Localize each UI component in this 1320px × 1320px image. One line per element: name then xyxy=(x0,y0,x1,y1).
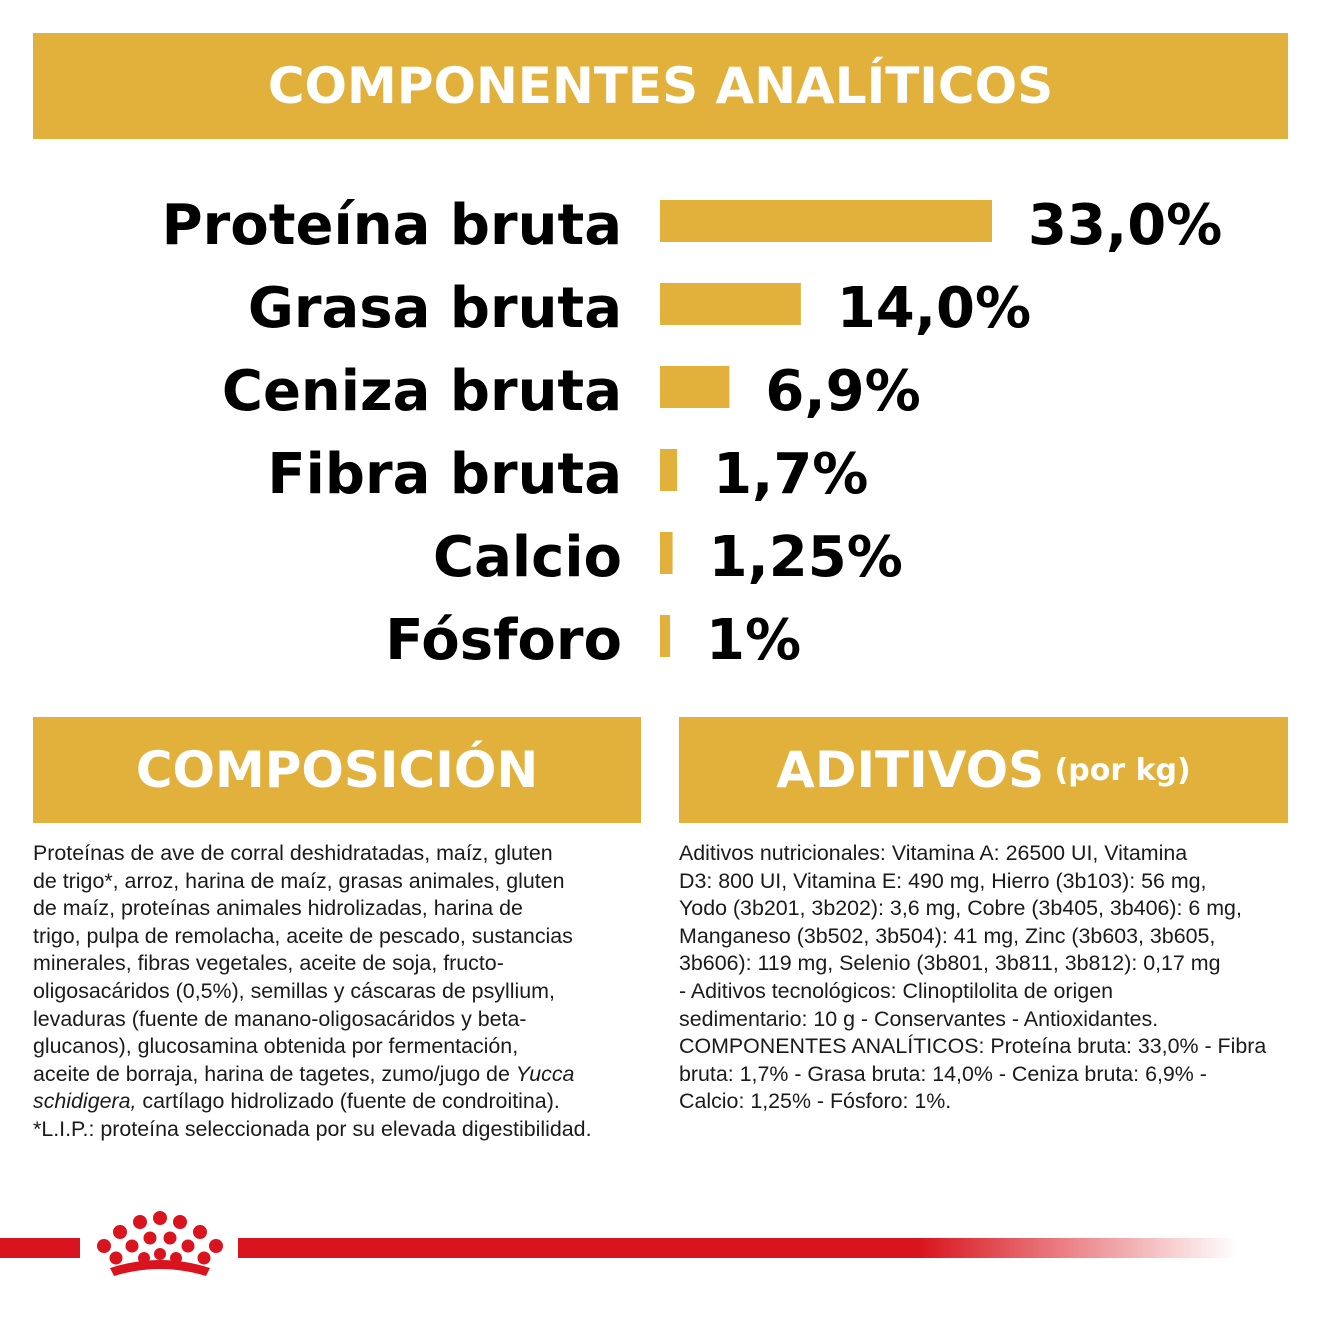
additives-line: COMPONENTES ANALÍTICOS: Proteína bruta: … xyxy=(679,1034,1267,1059)
additives-line: 3b606): 119 mg, Selenio (3b801, 3b811, 3… xyxy=(679,951,1221,976)
category-label: Grasa bruta xyxy=(248,276,622,341)
footer-stripe-left xyxy=(0,1238,80,1258)
value-label: 1% xyxy=(706,608,801,673)
composition-line: oligosacáridos (0,5%), semillas y cáscar… xyxy=(33,978,555,1003)
composition-line-text: aceite de borraja, harina de tagetes, zu… xyxy=(33,1061,516,1086)
analytical-components-banner: COMPONENTES ANALÍTICOS xyxy=(33,33,1288,139)
composition-footnote: *L.I.P.: proteína seleccionada por su el… xyxy=(33,1116,592,1141)
composition-line-text: cartílago hidrolizado (fuente de condroi… xyxy=(136,1089,560,1114)
value-label: 1,25% xyxy=(709,525,903,590)
bar xyxy=(660,532,673,574)
category-label: Fósforo xyxy=(385,608,622,673)
additives-banner: ADITIVOS (por kg) xyxy=(679,717,1288,823)
bar xyxy=(660,366,730,408)
bar xyxy=(660,283,801,325)
analytical-bar-chart: Proteína bruta 33,0% Grasa bruta 14,0% Ceniz… xyxy=(162,193,1223,673)
composition-line: de trigo*, arroz, harina de maíz, grasas… xyxy=(33,868,565,893)
additives-subtitle-text: (por kg) xyxy=(1054,752,1191,788)
value-label: 14,0% xyxy=(837,276,1031,341)
category-label: Fibra bruta xyxy=(267,442,622,507)
additives-line: Aditivos nutricionales: Vitamina A: 2650… xyxy=(679,841,1188,865)
composition-line: de maíz, proteínas animales hidrolizadas… xyxy=(33,896,523,921)
composition-line: glucanos), glucosamina obtenida por ferm… xyxy=(33,1034,519,1059)
composition-line: minerales, fibras vegetales, aceite de s… xyxy=(33,951,504,976)
additives-line: sedimentario: 10 g - Conservantes - Anti… xyxy=(679,1006,1159,1031)
category-label: Ceniza bruta xyxy=(222,359,622,424)
additives-line: Yodo (3b201, 3b202): 3,6 mg, Cobre (3b40… xyxy=(679,896,1242,921)
category-label: Proteína bruta xyxy=(162,193,622,258)
additives-text: Aditivos nutricionales: Vitamina A: 2650… xyxy=(679,840,1279,1116)
composition-italic-text: schidigera, xyxy=(33,1089,137,1114)
composition-line: aceite de borraja, harina de tagetes, zu… xyxy=(33,1061,633,1089)
composition-line: schidigera, cartílago hidrolizado (fuent… xyxy=(33,1088,633,1116)
composition-title: COMPOSICIÓN xyxy=(135,741,539,799)
composition-line: trigo, pulpa de remolacha, aceite de pes… xyxy=(33,923,573,948)
bar xyxy=(660,615,671,657)
additives-line: Manganeso (3b502, 3b504): 41 mg, Zinc (3… xyxy=(679,923,1216,948)
additives-line: Calcio: 1,25% - Fósforo: 1%. xyxy=(679,1089,952,1114)
royal-canin-crown-icon xyxy=(97,1211,223,1276)
composition-banner: COMPOSICIÓN xyxy=(33,717,641,823)
additives-line: D3: 800 UI, Vitamina E: 490 mg, Hierro (… xyxy=(679,868,1207,893)
category-label: Calcio xyxy=(433,525,622,590)
additives-line: bruta: 1,7% - Grasa bruta: 14,0% - Ceniz… xyxy=(679,1061,1207,1086)
composition-line: levaduras (fuente de manano-oligosacárid… xyxy=(33,1006,527,1031)
value-label: 1,7% xyxy=(713,442,868,507)
composition-italic-text: Yucca xyxy=(515,1061,575,1086)
footer-stripe-right xyxy=(238,1238,1238,1258)
additives-line: - Aditivos tecnológicos: Clinoptilolita … xyxy=(679,978,1113,1003)
value-label: 33,0% xyxy=(1028,193,1222,258)
composition-text: Proteínas de ave de corral deshidratadas… xyxy=(33,840,633,1144)
additives-title: ADITIVOS xyxy=(776,741,1045,799)
bar xyxy=(660,449,678,491)
analytical-components-title: COMPONENTES ANALÍTICOS xyxy=(267,57,1054,115)
composition-line: Proteínas de ave de corral deshidratadas… xyxy=(33,841,553,865)
bar xyxy=(660,200,992,242)
value-label: 6,9% xyxy=(765,359,920,424)
additives-subtitle: (por kg) xyxy=(1044,753,1191,788)
